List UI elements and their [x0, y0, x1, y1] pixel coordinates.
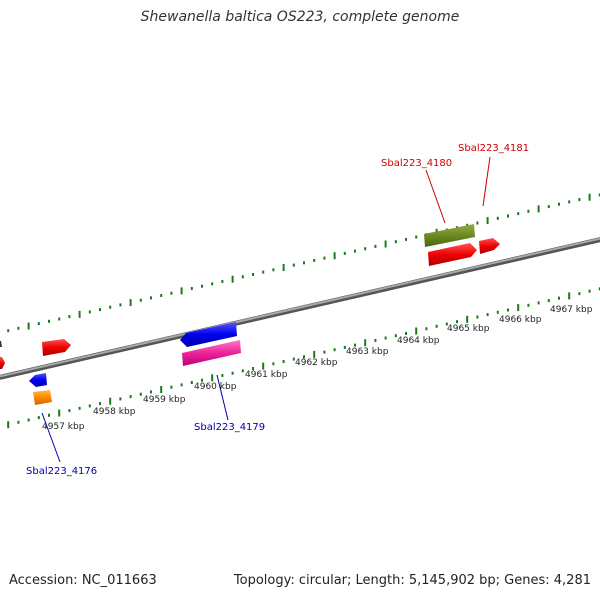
- gene-label-sbal223-4181[interactable]: Sbal223_4181: [458, 143, 529, 154]
- gene-sbal223-4180-bar[interactable]: [424, 224, 475, 247]
- gene-arrow-pink[interactable]: [182, 340, 241, 366]
- gene-arrow-red[interactable]: [428, 243, 477, 266]
- callout-line-4179: [216, 374, 229, 421]
- kbp-label: 4959 kbp: [143, 395, 186, 405]
- callout-line-4176: [41, 412, 61, 463]
- callout-line-4181: [482, 156, 491, 207]
- kbp-label: 4957 kbp: [42, 422, 85, 432]
- kbp-label: 4965 kbp: [447, 324, 490, 334]
- genome-summary-text: Topology: circular; Length: 5,145,902 bp…: [233, 573, 591, 588]
- accession-text: Accession: NC_011663: [9, 573, 157, 588]
- gene-arrow-blue[interactable]: [29, 373, 47, 387]
- callout-line-4180: [425, 169, 446, 224]
- kbp-label: 4962 kbp: [295, 358, 338, 368]
- gene-arrow-dark[interactable]: [0, 341, 2, 347]
- gene-sbal223-4181-arrow[interactable]: [479, 238, 500, 254]
- kbp-label: 4960 kbp: [194, 382, 237, 392]
- kbp-label: 4958 kbp: [93, 407, 136, 417]
- kbp-label: 4967 kbp: [550, 305, 593, 315]
- gene-label-sbal223-4179[interactable]: Sbal223_4179: [194, 422, 265, 433]
- gene-arrow-red[interactable]: [42, 339, 71, 356]
- genome-backbone-highlight: [0, 237, 600, 378]
- kbp-label: 4961 kbp: [245, 370, 288, 380]
- kbp-label: 4966 kbp: [499, 315, 542, 325]
- kbp-label: 4963 kbp: [346, 347, 389, 357]
- map-title: Shewanella baltica OS223, complete genom…: [140, 9, 460, 25]
- inner-tick-track: [7, 287, 600, 429]
- gene-sbal223-4179-arrow[interactable]: [180, 322, 237, 347]
- kbp-label: 4964 kbp: [397, 336, 440, 346]
- gene-arrow-orange[interactable]: [33, 390, 52, 405]
- gene-arrow-red[interactable]: [0, 357, 5, 369]
- gene-label-sbal223-4176[interactable]: Sbal223_4176: [26, 466, 97, 477]
- gene-label-sbal223-4180[interactable]: Sbal223_4180: [381, 158, 452, 169]
- outer-tick-track: [7, 193, 600, 333]
